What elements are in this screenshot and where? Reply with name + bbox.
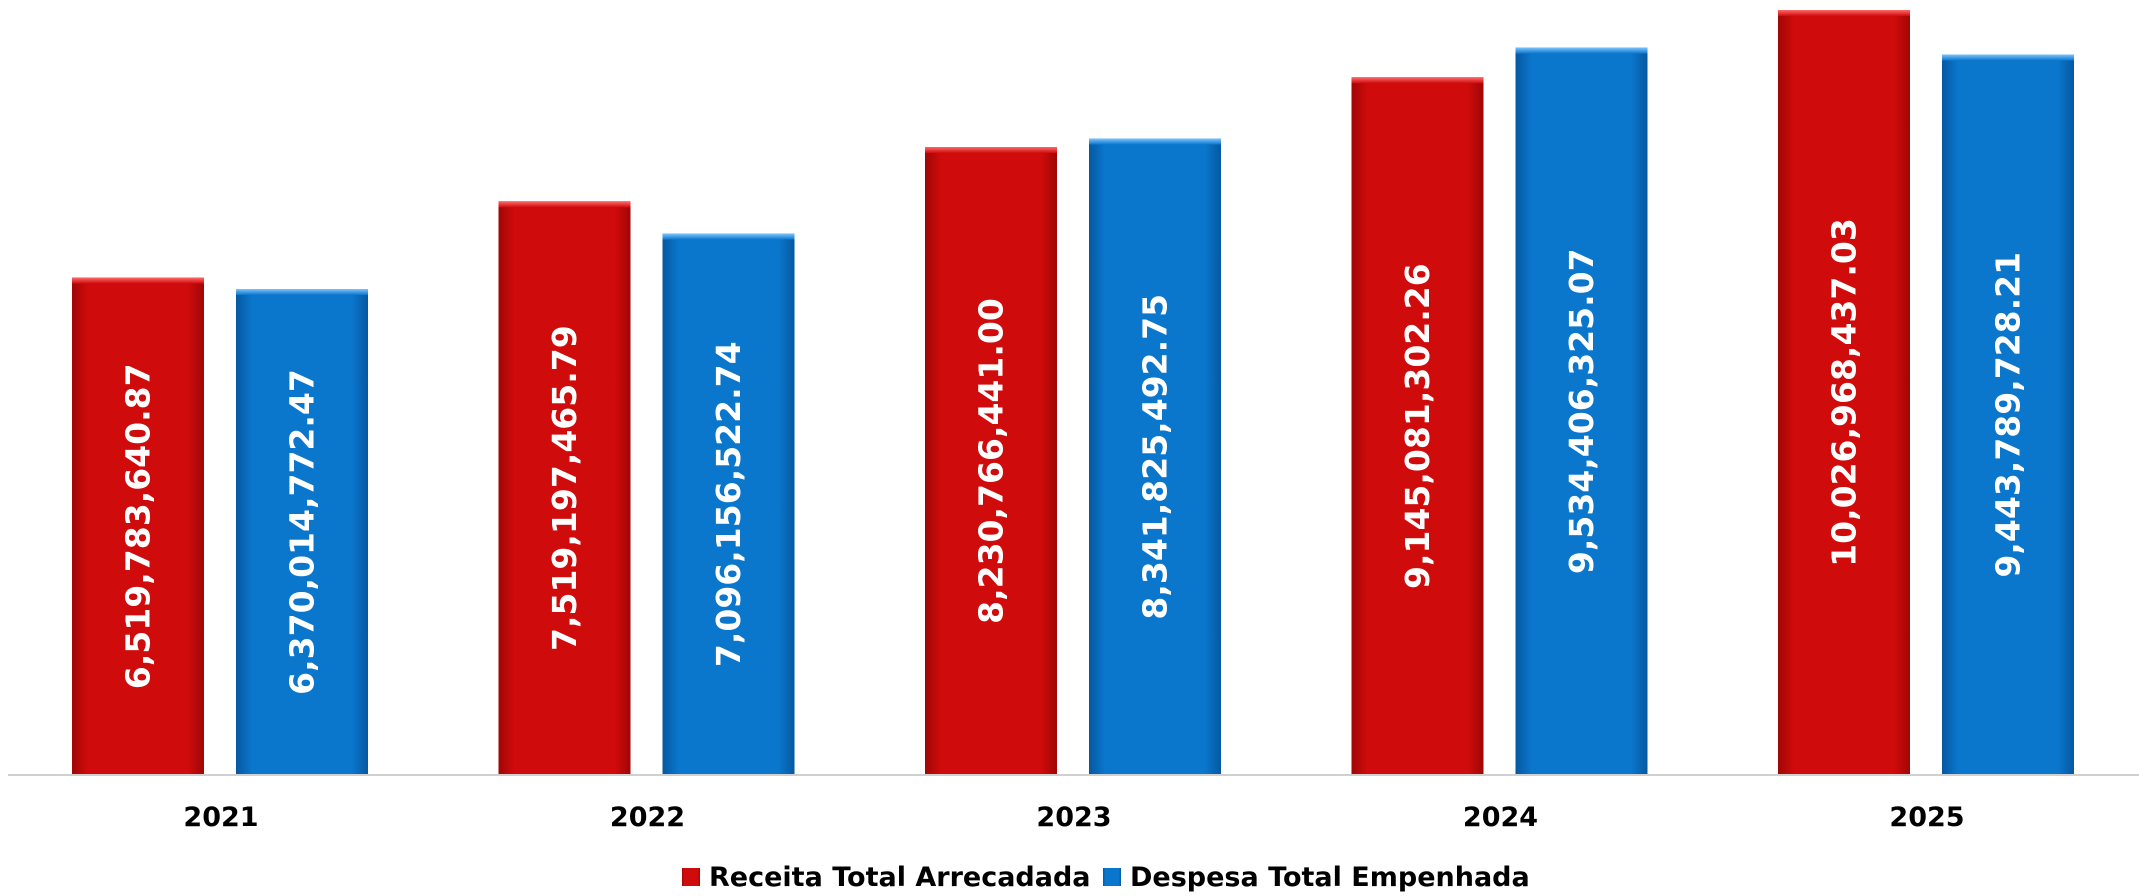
legend-label-receita: Receita Total Arrecadada <box>709 862 1091 893</box>
data-label-receita-2023: 8,230,766,441.00 <box>972 298 1011 624</box>
bars-layer: 6,519,783,640.87 6,370,014,772.47 7,519,19… <box>72 10 2074 776</box>
bar-despesa-2025 <box>1942 54 2074 776</box>
bar-cap-receita-2025 <box>1778 10 1910 16</box>
bar-group-receita-2025: 10,026,968,437.03 <box>1778 10 1910 775</box>
bar-cap-receita-2023 <box>925 147 1057 154</box>
bar-despesa-2023 <box>1089 138 1221 775</box>
x-tick-label-2021: 2021 <box>183 802 258 833</box>
bar-receita-2022 <box>498 201 631 775</box>
bar-receita-2025 <box>1778 10 1910 775</box>
legend-item-despesa: Despesa Total Empenhada <box>1103 862 1530 893</box>
bar-receita-2021 <box>72 277 204 775</box>
bar-despesa-2024 <box>1515 47 1648 776</box>
bar-group-receita-2024: 9,145,081,302.26 <box>1351 77 1484 776</box>
bar-group-receita-2021: 6,519,783,640.87 <box>72 277 204 775</box>
legend-swatch-receita <box>682 868 700 886</box>
data-label-receita-2024: 9,145,081,302.26 <box>1398 263 1437 589</box>
bar-group-despesa-2021: 6,370,014,772.47 <box>236 289 368 775</box>
x-axis-ticks: 2021 2022 2023 2024 2025 <box>183 802 1964 833</box>
bar-despesa-2022 <box>662 233 795 776</box>
bar-group-despesa-2025: 9,443,789,728.21 <box>1942 54 2074 776</box>
data-label-receita-2021: 6,519,783,640.87 <box>119 363 158 689</box>
bar-group-despesa-2023: 8,341,825,492.75 <box>1089 138 1221 775</box>
bar-receita-2024 <box>1351 77 1484 776</box>
bar-cap-despesa-2022 <box>662 233 795 240</box>
bar-group-despesa-2022: 7,096,156,522.74 <box>662 233 795 776</box>
data-label-despesa-2022: 7,096,156,522.74 <box>709 341 748 667</box>
x-tick-label-2022: 2022 <box>610 802 685 833</box>
x-tick-label-2024: 2024 <box>1463 802 1538 833</box>
bar-cap-receita-2021 <box>72 277 204 284</box>
bar-cap-despesa-2025 <box>1942 54 2074 61</box>
bar-group-receita-2023: 8,230,766,441.00 <box>925 147 1057 776</box>
data-label-despesa-2025: 9,443,789,728.21 <box>1989 252 2028 578</box>
bar-cap-despesa-2021 <box>236 289 368 296</box>
x-tick-label-2023: 2023 <box>1036 802 1111 833</box>
bar-group-receita-2022: 7,519,197,465.79 <box>498 201 631 775</box>
bar-receita-2023 <box>925 147 1057 776</box>
bar-cap-receita-2024 <box>1351 77 1484 84</box>
data-label-despesa-2023: 8,341,825,492.75 <box>1136 294 1175 620</box>
bar-cap-despesa-2024 <box>1515 47 1648 54</box>
data-label-despesa-2024: 9,534,406,325.07 <box>1562 248 1601 574</box>
data-label-receita-2025: 10,026,968,437.03 <box>1825 218 1864 567</box>
bar-despesa-2021 <box>236 289 368 775</box>
bar-cap-despesa-2023 <box>1089 138 1221 145</box>
bar-cap-receita-2022 <box>498 201 631 208</box>
legend-item-receita: Receita Total Arrecadada <box>682 862 1091 893</box>
bar-group-despesa-2024: 9,534,406,325.07 <box>1515 47 1648 776</box>
legend-label-despesa: Despesa Total Empenhada <box>1130 862 1530 893</box>
x-tick-label-2025: 2025 <box>1889 802 1964 833</box>
legend-swatch-despesa <box>1103 868 1121 886</box>
legend: Receita Total Arrecadada Despesa Total Em… <box>682 862 1530 893</box>
data-label-despesa-2021: 6,370,014,772.47 <box>283 369 322 695</box>
data-label-receita-2022: 7,519,197,465.79 <box>545 325 584 651</box>
